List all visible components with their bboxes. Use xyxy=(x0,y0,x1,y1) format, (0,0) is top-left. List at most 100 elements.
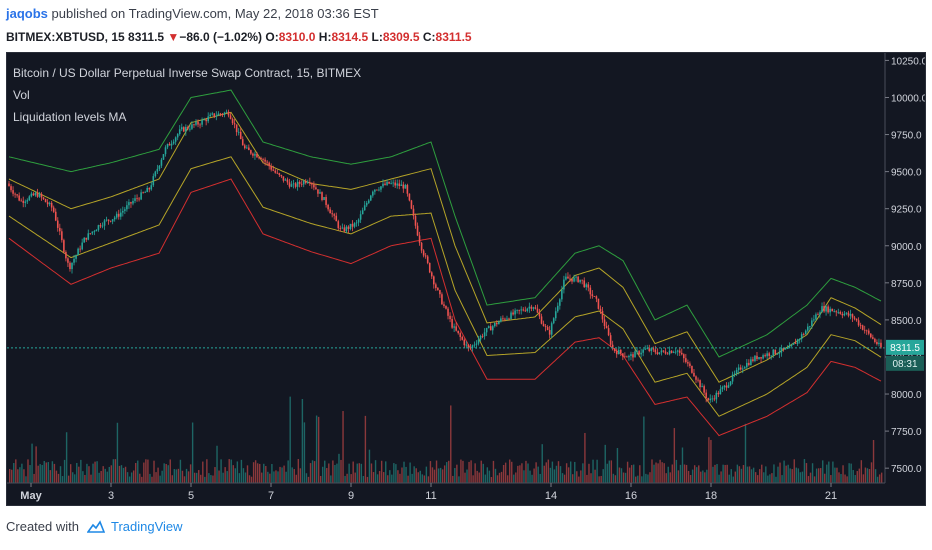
volume-bar xyxy=(443,465,446,483)
volume-bar xyxy=(252,462,255,483)
volume-bar xyxy=(649,472,651,483)
volume-bar xyxy=(561,473,564,483)
volume-bar xyxy=(200,474,202,483)
volume-bar xyxy=(269,473,271,483)
volume-bar xyxy=(261,472,263,483)
candle-body xyxy=(337,221,340,229)
candle-body xyxy=(825,306,827,312)
volume-bar xyxy=(309,463,312,483)
volume-bar xyxy=(608,460,611,483)
volume-bar xyxy=(78,466,80,483)
volume-bar xyxy=(872,440,875,483)
volume-bar xyxy=(346,473,348,483)
volume-bar xyxy=(600,475,602,483)
candle-body xyxy=(321,192,323,201)
candle-body xyxy=(493,322,496,327)
chart-area[interactable]: Bitcoin / US Dollar Perpetual Inverse Sw… xyxy=(6,52,926,506)
volume-bar xyxy=(303,422,306,483)
volume-bar xyxy=(813,476,816,483)
candle-body xyxy=(306,182,309,183)
candle-body xyxy=(593,296,596,297)
candle-body xyxy=(117,213,120,217)
candle-body xyxy=(296,181,299,187)
volume-bar xyxy=(773,464,775,483)
volume-bar xyxy=(565,463,568,483)
candle-body xyxy=(168,143,171,146)
candle-body xyxy=(205,119,207,122)
volume-bar xyxy=(539,473,541,483)
tradingview-brand[interactable]: TradingView xyxy=(110,519,183,534)
volume-bar xyxy=(147,459,149,483)
volume-bar xyxy=(242,468,245,483)
candle-body xyxy=(764,355,766,357)
candle-body xyxy=(286,179,289,183)
candle-body xyxy=(363,205,366,211)
candle-body xyxy=(839,311,842,314)
volume-bar xyxy=(604,444,606,483)
volume-bar xyxy=(880,472,883,483)
volume-bar xyxy=(417,472,419,483)
candle-body xyxy=(138,198,140,200)
volume-bar xyxy=(854,475,856,483)
volume-bar xyxy=(305,473,308,483)
candle-body xyxy=(148,187,151,190)
volume-bar xyxy=(165,463,167,483)
volume-bar xyxy=(750,469,753,483)
volume-bar xyxy=(700,471,702,483)
candle-body xyxy=(809,325,811,327)
volume-bar xyxy=(104,468,106,483)
candle-body xyxy=(140,192,142,200)
volume-bar xyxy=(878,474,881,483)
volume-bar xyxy=(464,472,466,483)
candle-body xyxy=(28,196,31,201)
candle-body xyxy=(498,321,500,325)
candle-body xyxy=(154,171,157,177)
candle-body xyxy=(792,342,795,345)
volume-bar xyxy=(698,465,700,483)
candle-body xyxy=(398,183,401,187)
volume-bar xyxy=(661,462,663,483)
volume-bar xyxy=(569,461,572,483)
candle-body xyxy=(430,272,433,277)
candle-body xyxy=(630,354,632,356)
candle-body xyxy=(24,201,27,203)
author-link[interactable]: jaqobs xyxy=(6,6,48,21)
volume-bar xyxy=(848,463,850,483)
candle-body xyxy=(73,258,75,263)
volume-bar xyxy=(602,469,604,483)
volume-bar xyxy=(716,464,718,483)
price-chart[interactable]: Bitcoin / US Dollar Perpetual Inverse Sw… xyxy=(7,53,925,505)
volume-bar xyxy=(468,461,470,483)
candle-body xyxy=(617,349,620,355)
candle-body xyxy=(662,350,665,352)
time-axis xyxy=(7,483,925,505)
volume-bar xyxy=(714,464,716,483)
candle-body xyxy=(865,330,868,332)
volume-bar xyxy=(541,444,543,483)
volume-bar xyxy=(151,476,153,483)
candle-body xyxy=(107,219,110,221)
volume-bar xyxy=(801,471,804,483)
volume-bar xyxy=(159,475,161,483)
candle-body xyxy=(772,349,775,356)
candle-body xyxy=(463,339,466,346)
volume-bar xyxy=(393,463,395,483)
volume-bar xyxy=(21,463,23,483)
candle-body xyxy=(355,222,358,224)
volume-bar xyxy=(128,476,131,483)
y-tick-label: 8500.0 xyxy=(891,316,922,327)
volume-bar xyxy=(141,476,143,483)
volume-bar xyxy=(368,449,371,483)
candle-body xyxy=(227,111,230,116)
volume-bar xyxy=(761,464,763,483)
footer: Created with TradingView xyxy=(6,519,183,534)
candle-body xyxy=(50,202,53,208)
volume-bar xyxy=(271,464,273,483)
volume-bar xyxy=(80,459,82,483)
volume-bar xyxy=(793,459,795,483)
candle-body xyxy=(32,193,35,196)
volume-bar xyxy=(122,467,125,483)
volume-bar xyxy=(732,476,734,483)
candle-body xyxy=(38,193,41,197)
candle-body xyxy=(172,141,175,144)
